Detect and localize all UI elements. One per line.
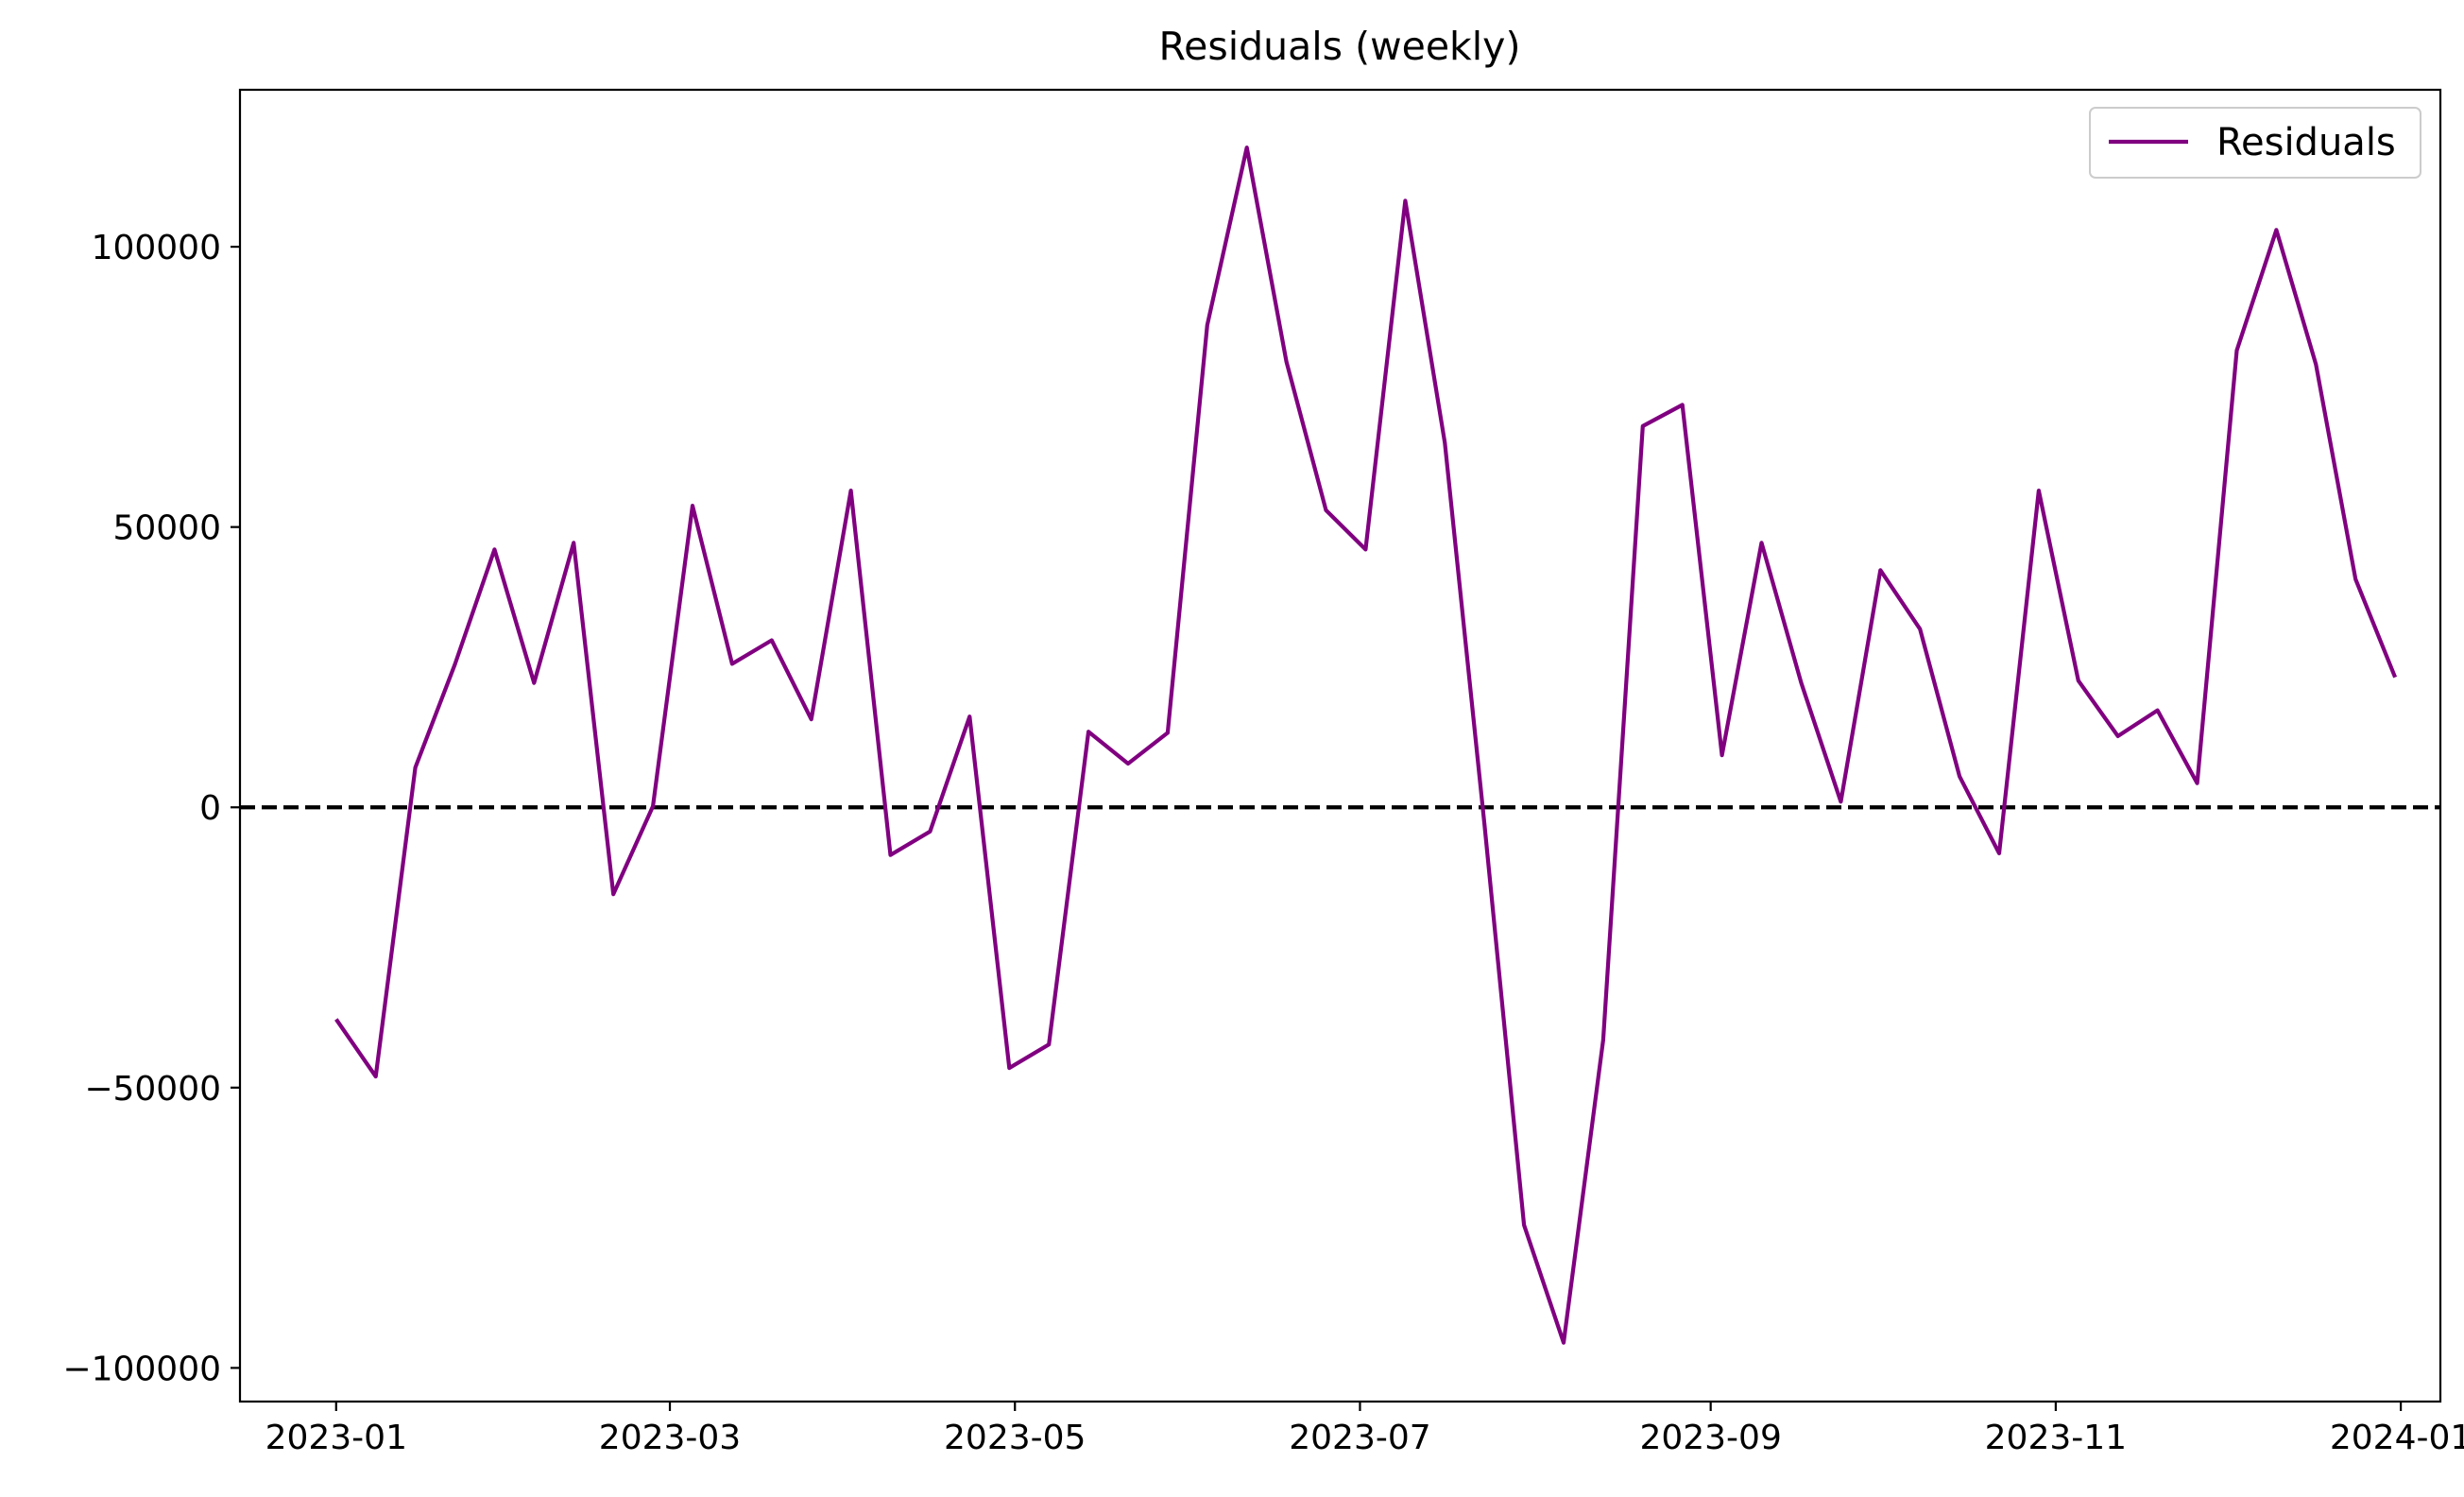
data-point — [2076, 678, 2081, 683]
data-point — [2195, 781, 2200, 786]
y-tick-label: −100000 — [62, 1350, 221, 1388]
data-point — [1877, 567, 1883, 573]
data-point — [650, 803, 656, 809]
data-point — [1324, 508, 1329, 513]
data-point — [809, 716, 814, 722]
data-point — [2234, 348, 2240, 353]
data-point — [967, 714, 972, 719]
data-point — [1759, 540, 1765, 545]
x-axis: 2023-01 2023-03 2023-05 2023-07 2023-09 2023-… — [265, 1402, 2464, 1457]
data-point — [1838, 799, 1843, 804]
series-line-residuals — [334, 146, 2398, 1345]
x-tick-label: 2023-07 — [1289, 1419, 1430, 1457]
x-tick-label: 2023-09 — [1639, 1419, 1781, 1457]
y-tick-label: −50000 — [84, 1070, 221, 1109]
data-point — [1996, 851, 2002, 856]
data-point — [1799, 680, 1805, 686]
chart-title: Residuals (weekly) — [1159, 24, 1521, 69]
legend-box — [2089, 107, 2421, 179]
data-point — [1680, 402, 1685, 407]
data-point — [1402, 198, 1408, 203]
data-point — [927, 829, 933, 835]
data-point — [413, 765, 419, 770]
data-point — [491, 546, 497, 552]
data-point — [2036, 488, 2042, 493]
y-tick-label: 50000 — [112, 509, 221, 548]
data-point — [2313, 362, 2319, 368]
data-point — [1917, 627, 1923, 632]
legend: Residuals — [2089, 107, 2421, 179]
data-point — [729, 661, 735, 666]
data-point — [1125, 761, 1131, 766]
data-point — [571, 540, 576, 545]
data-point — [1521, 1222, 1527, 1228]
x-tick-label: 2023-03 — [599, 1419, 741, 1457]
data-point — [334, 1017, 339, 1023]
data-point — [1481, 821, 1487, 827]
data-point — [453, 662, 458, 667]
plot-area — [240, 90, 2440, 1402]
data-point — [1640, 423, 1646, 429]
data-point — [2115, 733, 2121, 739]
data-point — [610, 891, 616, 897]
legend-label-residuals: Residuals — [2216, 121, 2396, 164]
plot-frame — [238, 88, 2442, 1403]
data-point — [1086, 729, 1091, 734]
data-point — [2273, 227, 2279, 232]
data-point — [888, 852, 894, 858]
data-point — [690, 503, 695, 508]
x-tick-label: 2023-01 — [265, 1419, 407, 1457]
data-point — [531, 680, 537, 686]
data-point — [1205, 322, 1210, 328]
data-point — [2155, 708, 2161, 714]
data-point — [848, 488, 854, 493]
data-point — [1046, 1041, 1052, 1047]
data-point — [1284, 359, 1290, 365]
data-point — [373, 1074, 379, 1079]
data-point — [2353, 576, 2358, 582]
x-tick-label: 2023-11 — [1985, 1419, 2127, 1457]
data-point — [1957, 774, 1962, 780]
data-point — [1362, 546, 1368, 552]
y-tick-label: 0 — [199, 789, 221, 828]
y-axis: −100000 −50000 0 50000 100000 — [62, 229, 240, 1388]
data-point — [1561, 1340, 1566, 1346]
data-point — [769, 638, 775, 644]
x-tick-label: 2024-01 — [2330, 1419, 2464, 1457]
data-point — [1244, 145, 1250, 150]
data-point — [1165, 730, 1171, 735]
y-tick-label: 100000 — [92, 229, 221, 267]
data-point — [1006, 1065, 1012, 1071]
x-tick-label: 2023-05 — [944, 1419, 1086, 1457]
data-point — [2392, 675, 2398, 680]
data-point — [1600, 1037, 1606, 1042]
data-point — [1720, 752, 1725, 758]
data-point — [1442, 440, 1447, 446]
